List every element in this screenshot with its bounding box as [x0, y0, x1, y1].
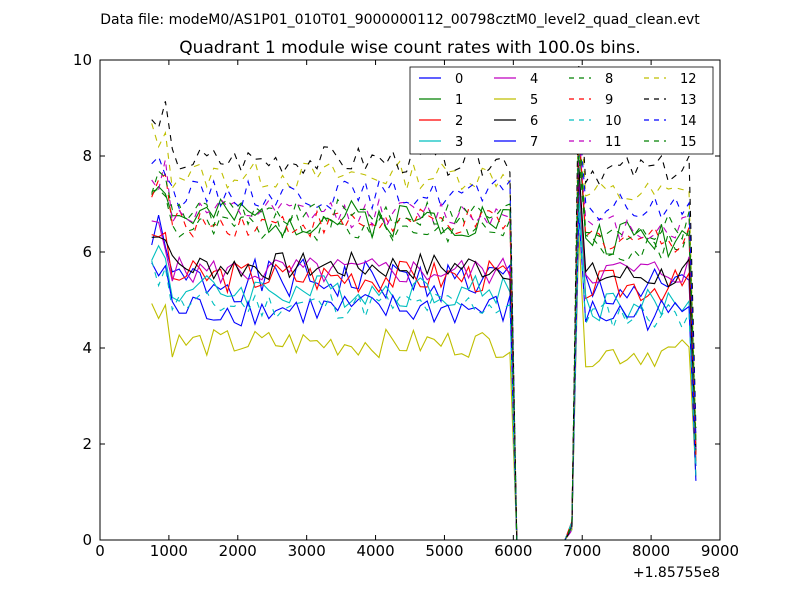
legend-label-5: 5 [530, 93, 538, 108]
legend-label-10: 10 [605, 114, 622, 129]
plot-area [151, 65, 697, 541]
legend-label-0: 0 [455, 72, 463, 87]
y-tick-label: 6 [82, 243, 92, 261]
chart-title: Quadrant 1 module wise count rates with … [179, 38, 640, 58]
series-line-6 [151, 165, 697, 541]
x-tick-label: 3000 [288, 542, 326, 560]
series-line-8 [151, 154, 697, 541]
x-tick-label: 8000 [632, 542, 670, 560]
axes-frame [99, 59, 721, 541]
x-tick-label: 1000 [150, 542, 188, 560]
legend-label-7: 7 [530, 135, 538, 150]
series-line-3 [151, 195, 697, 541]
series-line-0 [151, 182, 697, 541]
x-tick-label: 5000 [425, 542, 463, 560]
series-line-11 [151, 134, 697, 541]
legend-label-13: 13 [680, 93, 697, 108]
y-tick-label: 2 [82, 435, 92, 453]
legend-label-2: 2 [455, 114, 463, 129]
y-tick-label: 10 [73, 51, 92, 69]
series-line-9 [151, 125, 697, 541]
x-offset-label: +1.85755e8 [633, 565, 720, 581]
x-tick-label: 9000 [701, 542, 739, 560]
series-line-7 [151, 212, 697, 541]
x-tick-label: 2000 [219, 542, 257, 560]
legend-label-14: 14 [680, 114, 697, 129]
axis-ticks: 0 1000 2000 3000 4000 5000 6000 7000 8000 9000 0 2 4… [73, 51, 739, 560]
series-line-10 [151, 211, 697, 541]
legend-label-8: 8 [605, 72, 613, 87]
series-line-5 [151, 232, 697, 541]
legend-label-1: 1 [455, 93, 463, 108]
y-tick-label: 0 [82, 531, 92, 549]
legend-label-11: 11 [605, 135, 622, 150]
legend-label-9: 9 [605, 93, 613, 108]
legend-label-6: 6 [530, 114, 538, 129]
series-line-13 [151, 65, 697, 541]
legend-label-4: 4 [530, 72, 538, 87]
series-line-1 [151, 138, 697, 541]
x-tick-label: 7000 [563, 542, 601, 560]
legend-box [409, 66, 714, 155]
legend-label-15: 15 [680, 135, 697, 150]
x-tick-label: 4000 [356, 542, 394, 560]
chart-suptitle: Data file: modeM0/AS1P01_010T01_90000001… [100, 12, 700, 28]
legend-label-12: 12 [680, 72, 697, 87]
series-line-14 [151, 113, 697, 541]
x-tick-label: 0 [95, 542, 105, 560]
x-tick-label: 6000 [494, 542, 532, 560]
y-tick-label: 4 [82, 339, 92, 357]
series-line-12 [151, 80, 697, 541]
series-line-15 [151, 113, 697, 541]
legend-label-3: 3 [455, 135, 463, 150]
y-tick-label: 8 [82, 147, 92, 165]
